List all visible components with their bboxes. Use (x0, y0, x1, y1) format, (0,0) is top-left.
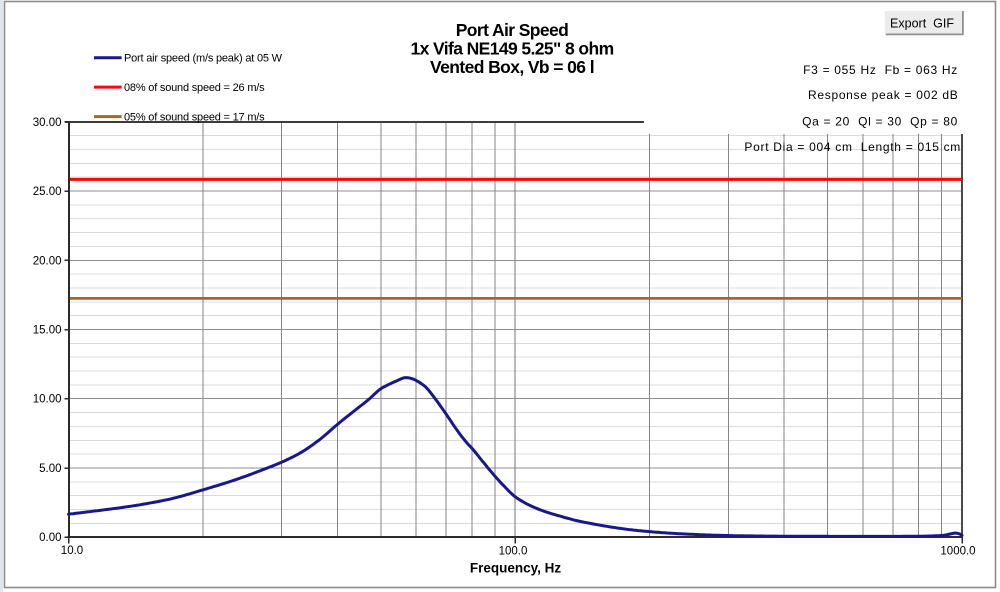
svg-text:Port Air Speed: Port Air Speed (456, 20, 569, 40)
svg-text:Response peak = 002 dB: Response peak = 002 dB (808, 88, 959, 102)
svg-text:Frequency, Hz: Frequency, Hz (470, 561, 562, 576)
svg-text:Vented Box, Vb = 06 l: Vented Box, Vb = 06 l (430, 57, 594, 77)
svg-text:Qa = 20 Ql = 30 Qp = 80: Qa = 20 Ql = 30 Qp = 80 (802, 114, 958, 128)
svg-text:15.00: 15.00 (33, 325, 62, 337)
svg-text:10.0: 10.0 (61, 545, 83, 557)
svg-text:25.00: 25.00 (33, 186, 62, 198)
svg-text:5.00: 5.00 (39, 463, 61, 475)
svg-text:30.00: 30.00 (33, 117, 62, 129)
svg-text:Port Dia = 004 cm Length = 01: Port Dia = 004 cm Length = 015 cm (744, 140, 961, 154)
svg-text:1000.0: 1000.0 (940, 546, 975, 558)
svg-text:F3 = 055 Hz Fb = 063 Hz: F3 = 055 Hz Fb = 063 Hz (803, 63, 958, 77)
svg-text:10.00: 10.00 (33, 394, 62, 406)
svg-text:08% of sound speed = 26 m/s: 08% of sound speed = 26 m/s (124, 82, 265, 94)
svg-text:Port air speed (m/s peak) at 0: Port air speed (m/s peak) at 05 W (124, 53, 283, 65)
svg-text:05% of sound speed = 17 m/s: 05% of sound speed = 17 m/s (124, 111, 265, 123)
svg-text:20.00: 20.00 (33, 255, 62, 267)
svg-text:100.0: 100.0 (499, 546, 528, 558)
svg-text:1x Vifa NE149 5.25" 8 ohm: 1x Vifa NE149 5.25" 8 ohm (410, 39, 613, 59)
svg-text:Export GIF: Export GIF (890, 16, 954, 30)
svg-text:0.00: 0.00 (39, 532, 61, 544)
